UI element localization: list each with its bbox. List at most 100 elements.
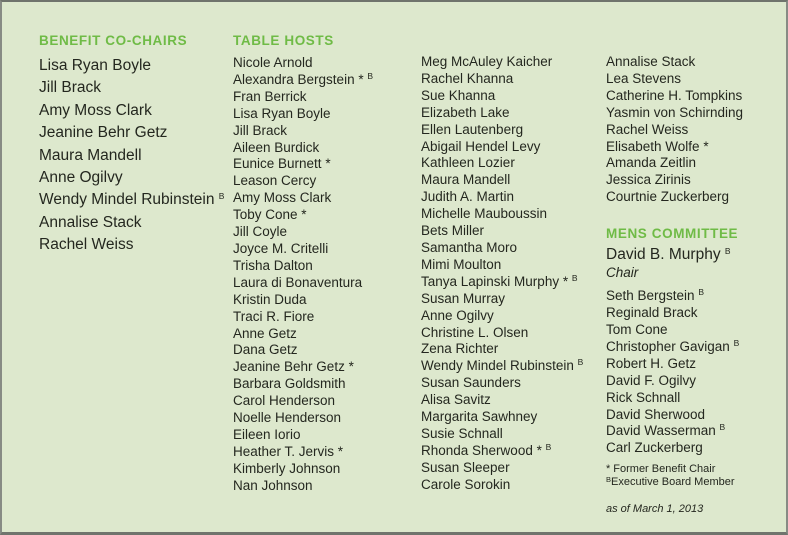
board-member-mark: B (719, 422, 726, 433)
list-item: Lea Stevens (606, 70, 682, 86)
list-item: Yasmin von Schirnding (606, 104, 744, 120)
list-item: Wendy Mindel Rubinstein B (421, 357, 584, 374)
list-item: Eileen Iorio (233, 426, 301, 442)
list-item: Maura Mandell (39, 146, 142, 164)
footnote-executive-board-member-text: Executive Board Member (611, 475, 735, 488)
mens-committee-list: Seth Bergstein B Reginald Brack Tom Cone Ch… (606, 288, 784, 457)
list-item: Lisa Ryan Boyle (39, 57, 152, 74)
footnote-former-benefit-chair: * Former Benefit Chair (606, 463, 784, 476)
list-item: Anne Ogilvy (421, 307, 494, 323)
list-item: Traci R. Fiore (233, 308, 315, 324)
list-item: Noelle Henderson (233, 410, 342, 426)
list-item: Christopher Gavigan B (606, 337, 740, 354)
mens-committee-chair-title: Chair (606, 265, 639, 281)
board-mark: B (606, 474, 612, 484)
board-member-mark: B (571, 272, 578, 283)
table-hosts-column-2-section: Meg McAuley Kaicher Rachel Khanna Sue Khan… (421, 54, 603, 494)
list-item: Michelle Mauboussin (421, 206, 548, 222)
list-item: Susan Murray (421, 290, 506, 306)
list-item: Jill Coyle (233, 224, 288, 240)
list-item: Barbara Goldsmith (233, 376, 346, 392)
list-item: Meg McAuley Kaicher (421, 54, 553, 69)
list-item: David B. Murphy B (606, 246, 731, 264)
board-member-mark: B (724, 246, 731, 257)
mens-committee-heading: MENS COMMITTEE (606, 226, 739, 242)
board-member-mark: B (577, 357, 584, 368)
list-item: Elizabeth Lake (421, 104, 510, 120)
list-item: Alexandra Bergstein * B (233, 70, 374, 87)
benefit-co-chairs-list: Lisa Ryan Boyle Jill Brack Amy Moss Clark J… (39, 55, 229, 257)
list-item: Toby Cone * (233, 207, 307, 223)
list-item: Tom Cone (606, 321, 668, 337)
list-item: Eunice Burnett * (233, 156, 331, 172)
table-hosts-column-3: Annalise Stack Lea Stevens Catherine H. To… (606, 54, 784, 206)
table-hosts-heading: TABLE HOSTS (233, 33, 334, 48)
list-item: Susan Saunders (421, 375, 521, 391)
list-item: Jessica Zirinis (606, 172, 691, 188)
footnote-former-benefit-chair-text: Former Benefit Chair (613, 463, 716, 476)
asterisk-mark: * (606, 463, 611, 476)
list-item: Seth Bergstein B (606, 287, 704, 304)
list-item: Aileen Burdick (233, 139, 320, 155)
footnotes: * Former Benefit Chair BExecutive Board M… (606, 463, 784, 488)
list-item: Fran Berrick (233, 88, 307, 104)
list-item: Jill Brack (39, 79, 102, 97)
list-item: Tanya Lapinski Murphy * B (421, 272, 578, 289)
as-of-date: as of March 1, 2013 (606, 503, 704, 516)
list-item: Laura di Bonaventura (233, 274, 363, 290)
list-item: Anne Ogilvy (39, 169, 123, 187)
table-hosts-column-2: Meg McAuley Kaicher Rachel Khanna Sue Khan… (421, 54, 603, 494)
list-item: Rick Schnall (606, 389, 681, 405)
list-item: Lisa Ryan Boyle (233, 105, 331, 121)
list-item: Ellen Lautenberg (421, 121, 524, 137)
table-hosts-column-1: Nicole Arnold Alexandra Bergstein * B Fran… (233, 55, 417, 495)
list-item: Rachel Khanna (421, 70, 514, 86)
list-item: Trisha Dalton (233, 257, 313, 273)
list-item: Elisabeth Wolfe * (606, 138, 709, 154)
list-item: Maura Mandell (421, 172, 511, 188)
board-member-mark: B (545, 441, 552, 452)
list-item: Margarita Sawhney (421, 409, 538, 425)
benefit-co-chairs-heading: BENEFIT CO-CHAIRS (39, 33, 188, 48)
list-item: Reginald Brack (606, 305, 698, 321)
mens-committee-chair: David B. Murphy B (606, 245, 784, 264)
list-item: Nan Johnson (233, 477, 313, 493)
table-hosts-column-3-and-mens-committee-section: Annalise Stack Lea Stevens Catherine H. To… (606, 54, 784, 515)
list-item: David F. Ogilvy (606, 372, 697, 388)
list-item: Jill Brack (233, 122, 288, 138)
list-item: Kathleen Lozier (421, 155, 515, 171)
list-item: Samantha Moro (421, 239, 518, 255)
list-item: Nicole Arnold (233, 55, 313, 70)
list-item: David Wasserman B (606, 422, 726, 439)
table-hosts-section: TABLE HOSTS Nicole Arnold Alexandra Bergs… (233, 33, 417, 495)
list-item: Kristin Duda (233, 291, 307, 307)
footnote-executive-board-member: BExecutive Board Member (606, 474, 784, 489)
list-item: Abigail Hendel Levy (421, 138, 541, 154)
list-item: Dana Getz (233, 342, 298, 358)
benefit-co-chairs-section: BENEFIT CO-CHAIRS Lisa Ryan Boyle Jill Br… (39, 33, 229, 257)
list-item: Mimi Moulton (421, 256, 502, 272)
list-item: Joyce M. Critelli (233, 240, 329, 256)
board-member-mark: B (733, 337, 740, 348)
list-item: Susan Sleeper (421, 459, 510, 475)
list-item: Zena Richter (421, 341, 499, 357)
list-item: Amanda Zeitlin (606, 155, 697, 171)
list-item: Amy Moss Clark (39, 101, 152, 119)
list-item: Jeanine Behr Getz * (233, 359, 354, 375)
list-item: Kimberly Johnson (233, 460, 341, 476)
list-item: Rachel Weiss (606, 121, 689, 137)
list-item: Carl Zuckerberg (606, 440, 703, 456)
list-item: Annalise Stack (39, 213, 142, 231)
board-member-mark: B (367, 70, 374, 81)
list-item: Annalise Stack (606, 54, 696, 69)
list-item: Christine L. Olsen (421, 324, 529, 340)
list-item: David Sherwood (606, 406, 706, 422)
list-item: Judith A. Martin (421, 189, 515, 205)
board-member-mark: B (218, 191, 225, 202)
list-item: Jeanine Behr Getz (39, 124, 168, 142)
list-item: Rhonda Sherwood * B (421, 441, 552, 458)
list-item: Courtnie Zuckerberg (606, 189, 730, 205)
list-item: Susie Schnall (421, 425, 503, 441)
list-item: Leason Cercy (233, 173, 317, 189)
